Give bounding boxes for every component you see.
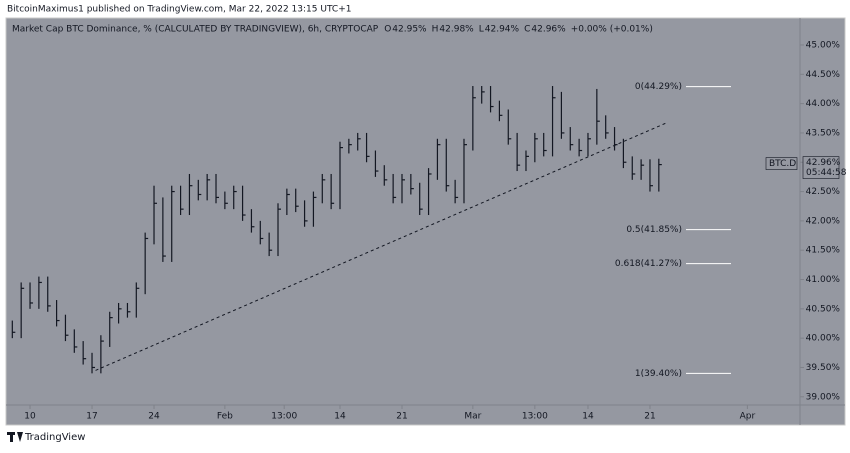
x-tick-label: 14 <box>334 412 346 422</box>
legend-value: 42.98% <box>439 25 474 35</box>
x-tick-label: 13:00 <box>271 412 297 422</box>
x-tick-label: 14 <box>582 412 594 422</box>
x-tick-label: 13:00 <box>522 412 548 422</box>
publisher: BitcoinMaximus1 published on TradingView… <box>7 5 351 15</box>
symbol-box <box>765 157 798 170</box>
legend-value: 42.96% <box>531 25 566 35</box>
legend-key: O <box>384 25 391 35</box>
x-tick-label: Feb <box>217 412 233 422</box>
y-tick-label: 40.00% <box>806 334 841 344</box>
x-tick-label: Apr <box>740 412 756 422</box>
fib-label: 0(44.29%) <box>635 82 682 92</box>
fib-label: 0.618(41.27%) <box>615 259 682 269</box>
y-tick-label: 43.50% <box>806 128 841 138</box>
y-tick-label: 41.50% <box>806 246 841 256</box>
y-tick-label: 41.00% <box>806 275 841 285</box>
y-tick-label: 42.50% <box>806 187 841 197</box>
legend-key: L <box>479 25 484 35</box>
x-tick-label: 21 <box>644 412 655 422</box>
y-tick-label: 39.50% <box>806 363 841 373</box>
legend-value: 42.94% <box>485 25 520 35</box>
chart-title: Market Cap BTC Dominance, % (CALCULATED … <box>12 25 379 35</box>
fib-label: 1(39.40%) <box>635 369 682 379</box>
y-tick-label: 44.50% <box>806 70 841 80</box>
y-tick-label: 42.00% <box>806 216 841 226</box>
x-tick-label: Mar <box>464 412 481 422</box>
legend-value: 42.95% <box>392 25 427 35</box>
x-tick-label: 10 <box>24 412 36 422</box>
legend-key: C <box>524 25 530 35</box>
fib-label: 0.5(41.85%) <box>626 225 682 235</box>
footer-brand: TradingView <box>24 432 85 443</box>
x-tick-label: 21 <box>396 412 407 422</box>
y-tick-label: 40.50% <box>806 304 841 314</box>
chart-background <box>5 17 846 426</box>
trend-line <box>95 121 668 371</box>
y-tick-label: 45.00% <box>806 40 841 50</box>
y-tick-label: 44.00% <box>806 99 841 109</box>
x-tick-label: 17 <box>86 412 97 422</box>
legend-key: H <box>432 25 439 35</box>
legend-value: +0.00% (+0.01%) <box>571 25 653 35</box>
last-price-label: 42.96% <box>806 158 841 168</box>
footer-logo <box>7 432 23 442</box>
last-price-box <box>802 156 840 179</box>
countdown: 05:44:58 <box>806 168 847 178</box>
y-tick-label: 39.00% <box>806 392 841 402</box>
x-tick-label: 24 <box>148 412 160 422</box>
symbol-label: BTC.D <box>769 159 796 169</box>
